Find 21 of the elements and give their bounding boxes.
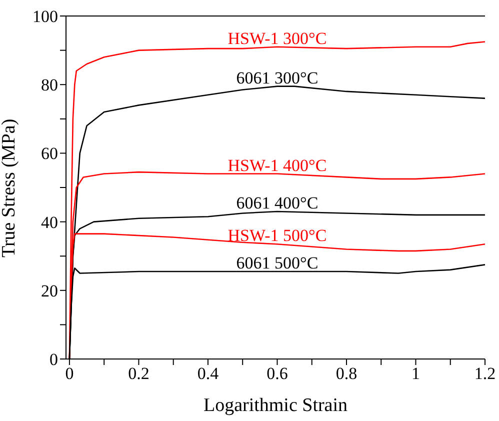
- series-label: HSW-1 400°C: [228, 156, 327, 175]
- y-tick-label: 60: [41, 144, 58, 164]
- y-tick-label: 0: [50, 350, 58, 370]
- y-axis-title: True Stress (MPa): [0, 118, 20, 258]
- y-tick-label: 20: [41, 281, 58, 300]
- series-label: HSW-1 500°C: [228, 226, 327, 246]
- x-tick-label: 1.2: [474, 364, 496, 384]
- x-tick-label: 1: [411, 364, 420, 384]
- x-tick-label: 0.6: [266, 364, 288, 384]
- y-tick-label: 100: [32, 7, 58, 26]
- series-label: 6061 500°C: [236, 254, 318, 273]
- x-tick-label: 0: [65, 364, 74, 384]
- x-tick-label: 0.8: [336, 364, 358, 384]
- x-axis-title: Logarithmic Strain: [203, 395, 348, 416]
- series-label: 6061 300°C: [236, 68, 318, 88]
- series-label: HSW-1 300°C: [228, 28, 327, 48]
- x-tick-label: 0.4: [197, 364, 220, 384]
- x-tick-label: 0.2: [128, 364, 150, 384]
- series-label: 6061 400°C: [236, 194, 318, 213]
- y-tick-label: 40: [41, 212, 58, 232]
- y-tick-label: 80: [41, 76, 58, 95]
